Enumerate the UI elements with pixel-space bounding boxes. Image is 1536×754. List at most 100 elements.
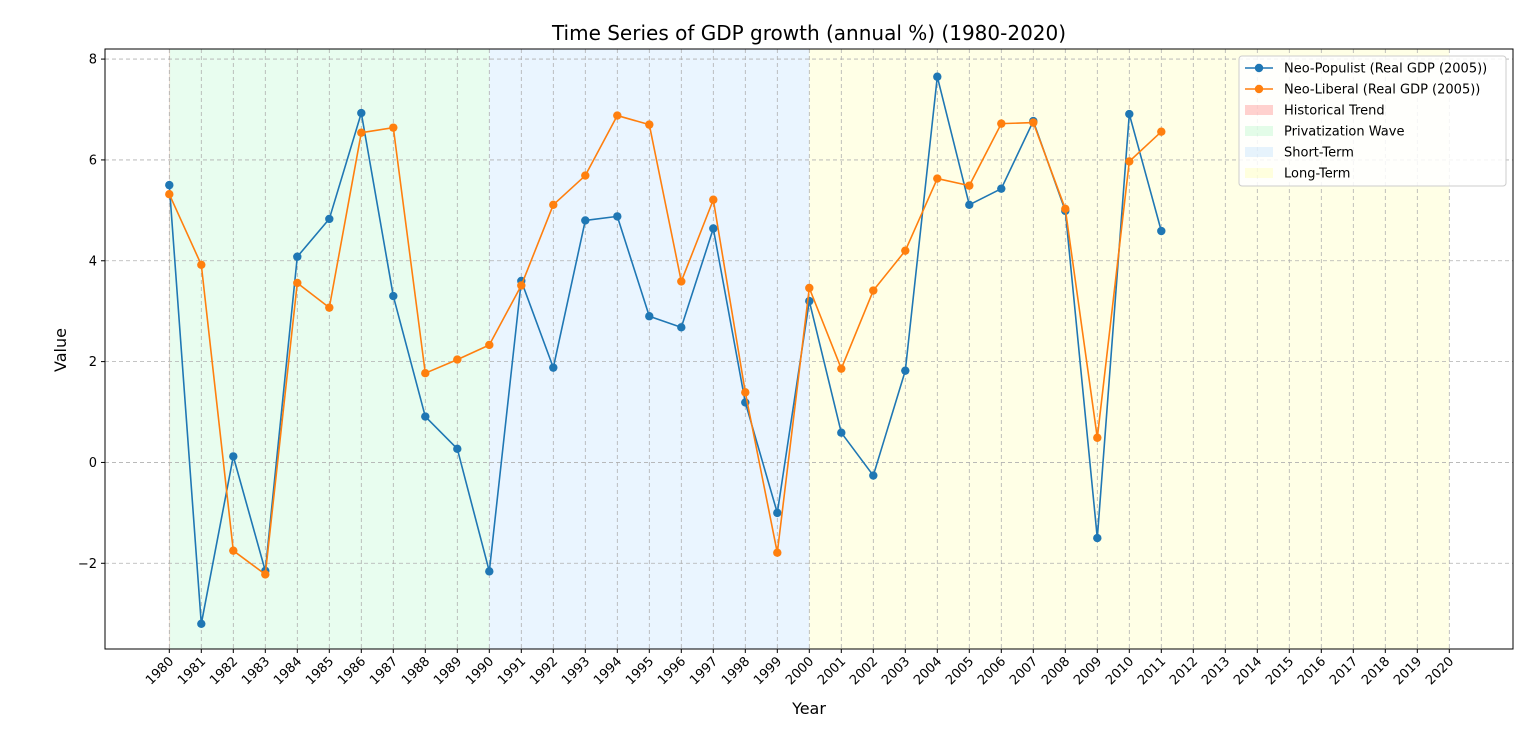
- x-tick-label: 1998: [719, 654, 753, 688]
- legend-label: Long-Term: [1284, 167, 1350, 182]
- series-2-point: [293, 278, 302, 288]
- legend-label: Neo-Liberal (Real GDP (2005)): [1284, 83, 1480, 98]
- x-axis-label: Year: [791, 699, 826, 718]
- legend-patch-swatch: [1245, 168, 1273, 178]
- series-2-point: [229, 546, 238, 555]
- series-1-point: [869, 471, 878, 480]
- series-2-point: [261, 570, 270, 579]
- x-tick-label: 2010: [1103, 654, 1137, 688]
- series-2-point: [389, 123, 398, 132]
- series-2-point: [421, 369, 430, 378]
- x-tick-label: 1992: [527, 654, 561, 688]
- y-tick-label: 0: [89, 456, 97, 471]
- x-tick-label: 1984: [271, 654, 305, 688]
- series-2-point: [1093, 433, 1102, 442]
- x-tick-label: 1980: [143, 654, 177, 688]
- x-tick-label: 1994: [591, 654, 625, 688]
- series-2-point: [1029, 118, 1038, 127]
- chart-title: Time Series of GDP growth (annual %) (19…: [551, 21, 1066, 45]
- series-2-point: [773, 548, 782, 557]
- x-tick-label: 1982: [207, 654, 241, 688]
- legend-patch-swatch: [1245, 147, 1273, 157]
- series-1-point: [197, 619, 206, 628]
- series-2-point: [869, 286, 878, 295]
- series-1-point: [613, 212, 622, 221]
- legend-marker: [1254, 84, 1264, 94]
- series-1-point: [549, 363, 558, 372]
- x-tick-label: 2013: [1199, 654, 1233, 688]
- series-2-point: [453, 355, 462, 364]
- x-tick-label: 1991: [495, 654, 529, 688]
- legend-label: Historical Trend: [1284, 104, 1385, 119]
- series-2-point: [837, 364, 846, 373]
- region-2: [169, 49, 490, 649]
- series-2-point: [1157, 127, 1166, 136]
- x-tick-label: 2019: [1391, 654, 1425, 688]
- y-tick-label: 4: [89, 254, 97, 269]
- series-1-point: [1125, 109, 1134, 119]
- x-tick-label: 1997: [687, 654, 721, 688]
- legend-label: Privatization Wave: [1284, 125, 1404, 140]
- x-tick-label: 2018: [1359, 654, 1393, 688]
- x-tick-label: 2007: [1007, 654, 1041, 688]
- x-tick-label: 1986: [335, 654, 369, 688]
- series-1-point: [581, 216, 590, 225]
- x-tick-label: 2006: [975, 654, 1009, 688]
- series-1-point: [837, 428, 846, 437]
- series-2-point: [1125, 157, 1134, 166]
- series-1-point: [453, 444, 462, 454]
- x-tick-label: 1993: [559, 654, 593, 688]
- series-2-point: [485, 340, 494, 350]
- series-1-point: [229, 452, 238, 461]
- x-tick-label: 2016: [1295, 654, 1329, 688]
- x-tick-label: 1988: [399, 654, 433, 688]
- y-tick-label: 8: [89, 53, 97, 68]
- x-tick-label: 2000: [783, 654, 817, 688]
- series-2-point: [997, 119, 1006, 128]
- y-tick-label: 2: [89, 355, 97, 370]
- legend-patch-swatch: [1245, 105, 1273, 115]
- series-1-point: [645, 312, 654, 321]
- y-tick-label: 6: [89, 153, 97, 168]
- series-1-point: [421, 412, 430, 421]
- legend-marker: [1254, 63, 1264, 73]
- series-1-point: [485, 567, 494, 576]
- series-2-point: [709, 195, 718, 204]
- series-1-point: [997, 184, 1006, 193]
- series-2-point: [901, 246, 910, 255]
- series-1-point: [805, 296, 814, 306]
- x-tick-label: 2008: [1039, 654, 1073, 688]
- series-2-point: [165, 190, 174, 199]
- series-1-point: [1093, 533, 1102, 543]
- series-2-point: [1061, 204, 1070, 214]
- x-tick-label: 1996: [655, 654, 689, 688]
- x-tick-label: 1981: [175, 654, 209, 688]
- x-tick-label: 2004: [911, 654, 945, 688]
- series-2-point: [517, 281, 526, 290]
- legend-label: Short-Term: [1284, 146, 1354, 161]
- series-1-point: [965, 200, 974, 209]
- x-tick-label: 2014: [1231, 654, 1265, 688]
- series-1-point: [677, 323, 686, 332]
- series-1-point: [933, 72, 942, 81]
- x-tick-label: 2009: [1071, 654, 1105, 688]
- x-tick-label: 1985: [303, 654, 337, 688]
- region-1: [169, 49, 171, 649]
- series-2-point: [357, 128, 366, 137]
- series-2-point: [677, 277, 686, 286]
- legend-label: Neo-Populist (Real GDP (2005)): [1284, 62, 1487, 77]
- series-1-point: [325, 214, 334, 224]
- series-line-1: [168, 75, 1163, 625]
- series-1-point: [165, 180, 174, 190]
- series-1-point: [901, 366, 910, 375]
- region-3: [489, 49, 810, 649]
- series-2-point: [805, 283, 814, 293]
- series-2-point: [197, 260, 206, 269]
- series-1-point: [389, 291, 398, 301]
- x-tick-label: 2002: [847, 654, 881, 688]
- x-tick-label: 2020: [1423, 654, 1457, 688]
- series-1-point: [293, 252, 302, 261]
- x-tick-label: 1999: [751, 654, 785, 688]
- series-2-point: [933, 174, 942, 183]
